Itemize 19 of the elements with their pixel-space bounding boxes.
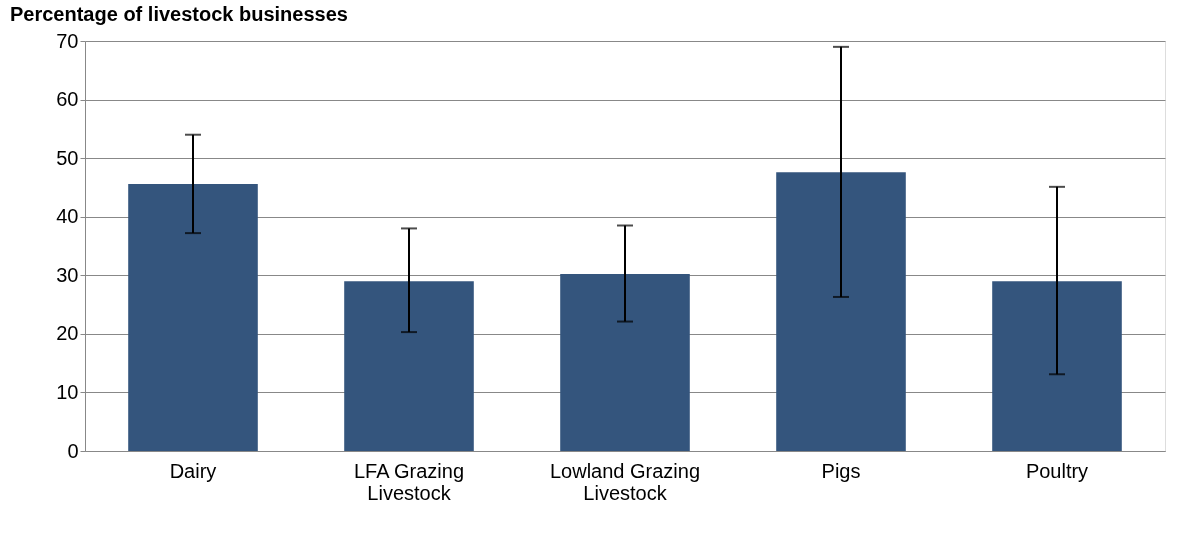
bar — [560, 274, 690, 451]
y-axis-title: Percentage of livestock businesses — [10, 3, 348, 25]
y-tick-label: 70 — [56, 29, 79, 52]
y-tick-label: 30 — [56, 263, 79, 286]
y-tick-label: 0 — [67, 439, 79, 462]
x-tick-label: LFA Grazing Livestock — [353, 459, 465, 504]
x-tick-label: Poultry — [1025, 459, 1089, 482]
y-tick-label: 50 — [56, 146, 79, 169]
bar — [128, 183, 258, 451]
y-tick-label: 40 — [56, 205, 79, 228]
bar — [776, 172, 906, 451]
y-tick-label: 60 — [56, 88, 79, 111]
x-tick-label: Lowland Grazing Livestock — [549, 459, 701, 504]
y-tick-label: 20 — [56, 322, 79, 345]
y-tick-label: 10 — [56, 380, 79, 403]
bar — [344, 281, 474, 451]
x-tick-label: Dairy — [169, 459, 217, 482]
bar — [992, 281, 1122, 451]
x-tick-label: Pigs — [821, 459, 861, 482]
